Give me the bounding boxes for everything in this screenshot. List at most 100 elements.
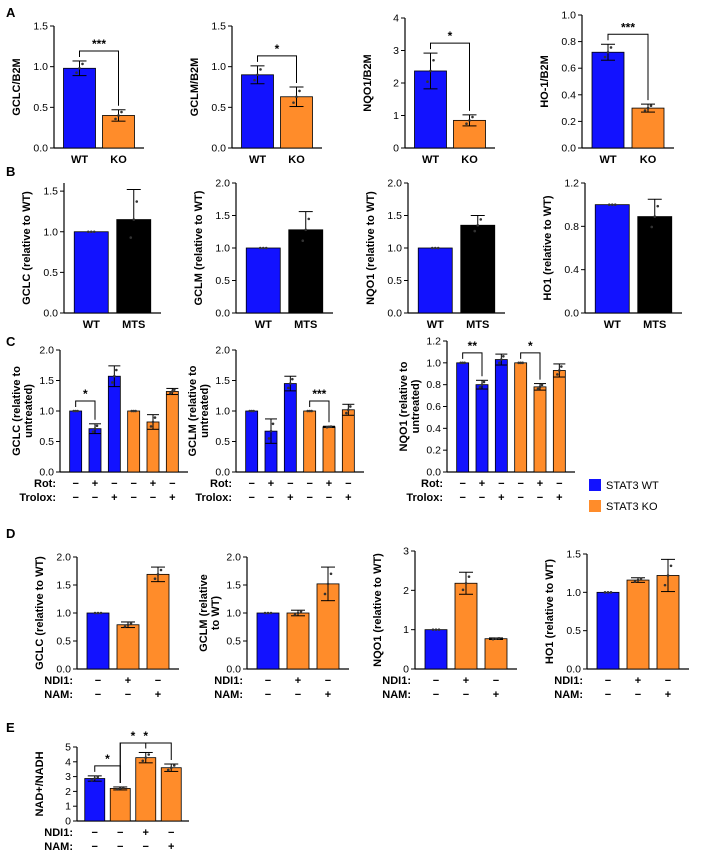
data-point [151, 420, 155, 424]
x-category-label: WT [604, 319, 621, 331]
data-point [289, 382, 292, 385]
data-point [291, 377, 294, 381]
bar [322, 426, 336, 473]
condition-row-label: NDI1: [382, 675, 411, 687]
y-axis-title-line: GCLM/B2M [189, 58, 201, 117]
condition-mark: − [326, 492, 332, 504]
data-point [156, 573, 160, 576]
data-point [269, 429, 273, 433]
data-point [172, 764, 176, 767]
data-point [633, 580, 637, 583]
data-point [521, 361, 524, 365]
data-point [129, 621, 133, 625]
data-point [606, 591, 610, 594]
data-point [306, 409, 309, 413]
y-axis-title-line: GCLM (relative [198, 574, 210, 652]
condition-mark: − [95, 689, 101, 701]
data-point [491, 637, 495, 641]
chart-a-nqo1: 0 1 2 3 4 NQO1/B2M WT KO * [362, 13, 495, 166]
bar [417, 247, 453, 314]
significance-label: * [83, 387, 88, 401]
data-point [603, 591, 607, 594]
significance-bracket [607, 33, 649, 101]
y-axis-title: NQO1/B2M [362, 54, 374, 111]
chart-c-gclm: 0.0 0.5 1.0 1.5 2.0 GCLM (relative tountreate… [187, 345, 364, 504]
condition-mark: + [150, 478, 156, 490]
x-category-label: WT [83, 319, 100, 331]
y-axis-title: GCLC (relative tountreated) [11, 366, 35, 456]
bar [73, 231, 109, 314]
bar [86, 612, 110, 670]
data-point [345, 411, 348, 415]
y-tick-label: 1.5 [43, 186, 58, 198]
bar [594, 204, 630, 314]
bar [88, 428, 102, 473]
data-point [126, 623, 130, 627]
condition-mark: − [72, 478, 78, 490]
y-axis-title-line: GCLC (relative to [11, 366, 23, 456]
condition-mark: − [605, 675, 611, 687]
legend-label-wt: STAT3 WT [606, 480, 659, 492]
data-point [468, 119, 471, 122]
data-point [258, 246, 262, 250]
condition-row-label: NDI1: [44, 675, 73, 687]
data-point [519, 361, 522, 365]
y-tick-label: 1.5 [226, 580, 241, 592]
data-point [153, 577, 157, 581]
y-axis-title-line: GCLC (relative to WT) [21, 191, 33, 305]
condition-mark: − [117, 827, 123, 839]
data-point [461, 361, 464, 365]
y-tick-label: 3 [65, 771, 71, 783]
condition-mark: − [150, 492, 156, 504]
condition-mark: + [143, 827, 149, 839]
y-axis-title: GCLM (relative to WT) [193, 190, 205, 305]
data-point [266, 611, 270, 615]
condition-mark: − [295, 689, 301, 701]
condition-row-label: NDI1: [44, 827, 73, 839]
condition-mark: − [130, 478, 136, 490]
condition-row-label: NAM: [44, 689, 73, 701]
data-point [301, 239, 305, 243]
data-point [72, 409, 75, 413]
y-tick-label: 1.0 [561, 10, 576, 22]
condition-mark: + [155, 689, 161, 701]
data-point [86, 230, 90, 234]
y-tick-label: 0.5 [56, 636, 71, 648]
y-tick-label: 2 [403, 585, 409, 597]
condition-mark: − [92, 841, 98, 853]
y-tick-label: 1.2 [426, 336, 441, 348]
significance-bracket [520, 352, 541, 380]
y-tick-label: 0.6 [561, 63, 576, 75]
data-point [141, 759, 145, 763]
data-point [473, 229, 477, 233]
y-axis-title-line: NQO1/B2M [362, 54, 374, 111]
data-point [271, 422, 275, 426]
condition-mark: + [345, 492, 351, 504]
condition-mark: − [92, 827, 98, 839]
y-axis-title: HO-1/B2M [539, 55, 551, 108]
y-tick-label: 1 [393, 110, 399, 122]
data-point [500, 358, 503, 361]
condition-mark: − [433, 689, 439, 701]
data-point [269, 611, 273, 615]
y-axis-title-line: HO1 (relative to WT) [544, 559, 556, 664]
condition-row-label: NAM: [44, 841, 73, 853]
data-point [308, 409, 311, 413]
y-tick-label: 2.0 [387, 178, 402, 190]
significance-label: *** [312, 387, 326, 401]
y-tick-label: 0.6 [426, 401, 441, 413]
data-point [326, 582, 330, 586]
y-tick-label: 0.5 [43, 267, 58, 279]
panel-label-a: A [6, 5, 16, 20]
y-axis-title: GCLM (relativeto WT) [198, 574, 222, 652]
condition-mark: − [517, 478, 523, 490]
significance-bracket [462, 352, 483, 377]
data-point [476, 223, 480, 227]
significance-label: * [448, 29, 453, 43]
y-tick-label: 3 [393, 45, 399, 57]
y-axis-title-line: HO-1/B2M [539, 55, 551, 108]
condition-mark: − [306, 478, 312, 490]
bar [514, 362, 528, 473]
data-point [430, 246, 434, 250]
y-axis-title: NQO1 (relative to WT) [365, 191, 377, 305]
